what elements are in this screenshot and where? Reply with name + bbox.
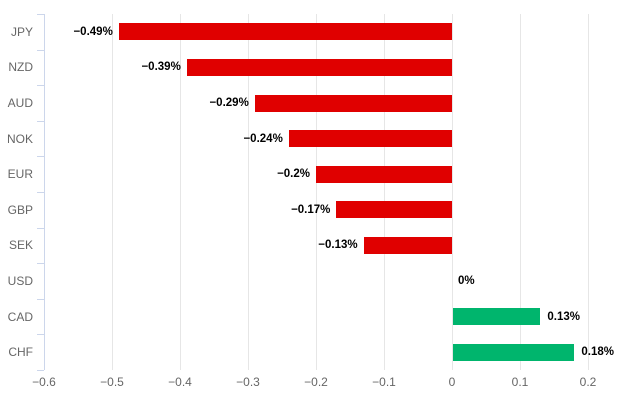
category-axis-tick [37,49,44,51]
bar-cad[interactable] [453,308,541,326]
x-tick-label: −0.2 [304,375,328,389]
value-label-eur: −0.2% [277,168,310,181]
value-label-aud: −0.29% [209,97,249,109]
value-label-nzd: −0.39% [141,61,181,74]
gridline [588,14,589,370]
value-label-sek: −0.13% [318,239,358,252]
category-label-gbp: GBP [7,202,33,217]
bar-jpy[interactable] [118,23,452,41]
category-axis-tick [37,85,44,87]
category-axis-tick [37,120,44,122]
gridline [248,14,249,370]
value-label-usd: 0% [458,275,475,287]
category-axis-tick [37,263,44,265]
value-label-jpy: −0.49% [73,25,113,38]
category-label-nok: NOK [6,131,33,146]
x-tick-label: −0.6 [32,375,56,389]
category-label-aud: AUD [7,96,33,110]
bar-nok[interactable] [288,130,452,148]
category-axis-tick [37,192,44,193]
bar-eur[interactable] [316,165,452,183]
x-tick-label: 0.2 [579,375,597,389]
category-label-jpy: JPY [10,24,33,39]
bar-sek[interactable] [363,236,452,254]
gridline [316,14,317,370]
category-label-eur: EUR [7,167,33,182]
category-axis-tick [37,370,44,371]
gridline [112,14,113,370]
value-label-chf: 0.18% [581,346,614,359]
x-tick-label: −0.3 [236,375,260,389]
x-tick-label: −0.1 [372,375,396,389]
category-label-chf: CHF [8,345,33,360]
category-axis-tick [37,14,44,15]
bar-nzd[interactable] [186,58,452,76]
value-label-nok: −0.24% [243,132,283,145]
category-axis-tick [37,334,44,336]
x-tick-label: 0.1 [511,375,529,389]
x-tick-label: 0 [448,375,456,389]
bar-gbp[interactable] [336,201,452,219]
x-tick-label: −0.4 [168,375,192,389]
gridline [452,14,453,370]
gridline [384,14,385,370]
category-axis-line [44,14,45,370]
bar-chf[interactable] [453,343,575,361]
category-label-cad: CAD [7,309,33,324]
bar-aud[interactable] [254,94,452,112]
category-axis-tick [37,156,44,158]
category-axis-tick [37,227,44,229]
gridline [180,14,181,370]
value-label-gbp: −0.17% [291,203,331,216]
x-tick-label: −0.5 [100,375,124,389]
category-axis-tick [37,298,44,300]
value-label-cad: 0.13% [547,310,580,323]
category-label-sek: SEK [8,238,33,253]
gridline [520,14,521,370]
category-label-nzd: NZD [8,60,33,75]
category-label-usd: USD [7,274,33,288]
